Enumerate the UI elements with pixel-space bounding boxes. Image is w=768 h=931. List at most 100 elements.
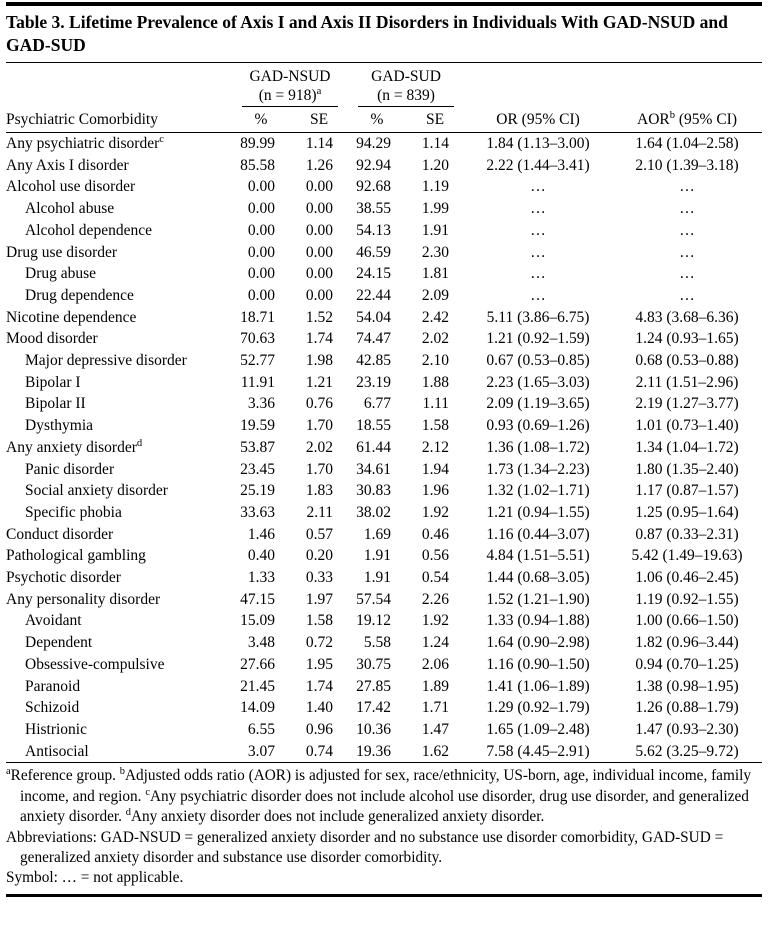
cell-ci: … <box>530 200 546 218</box>
row-label: Social anxiety disorder <box>25 482 168 500</box>
cell-value: 1.89 <box>421 677 450 695</box>
journal-table-figure: Table 3. Lifetime Prevalence of Axis I a… <box>6 2 763 897</box>
cell-value: 1.33 <box>247 569 275 587</box>
table-row: Schizoid 14.09 1.40 17.42 1.71 1.29 (0.92–1.7… <box>6 697 762 719</box>
cell-ci: 1.29 (0.92–1.79) <box>486 699 590 717</box>
cell-value: 1.47 <box>421 720 450 738</box>
footnote-sup: b <box>119 766 125 778</box>
cell-ci: 1.19 (0.92–1.55) <box>635 590 739 608</box>
cell-value: 1.98 <box>305 352 334 370</box>
table-row: Pathological gambling 0.40 0.20 1.91 0.56 4.8… <box>6 545 762 567</box>
cell-value: 10.36 <box>356 720 392 738</box>
col-header-se-sud: SE <box>406 107 465 133</box>
cell-value: 1.99 <box>421 200 450 218</box>
cell-value: 3.36 <box>247 395 275 413</box>
col-header-se-nsud: SE <box>290 107 349 133</box>
cell-value: 1.74 <box>305 330 334 348</box>
cell-ci: … <box>530 265 546 283</box>
group-label: GAD-SUD <box>371 68 441 85</box>
cell-ci: 1.41 (1.06–1.89) <box>486 677 590 695</box>
cell-ci: 1.36 (1.08–1.72) <box>486 438 590 456</box>
cell-ci: 2.23 (1.65–3.03) <box>486 373 590 391</box>
cell-value: 1.24 <box>421 634 450 652</box>
table-row: Any personality disorder 47.15 1.97 57.54 2.… <box>6 589 762 611</box>
cell-value: 1.40 <box>305 699 334 717</box>
table-row: Panic disorder 23.45 1.70 34.61 1.94 1.73 (1.… <box>6 459 762 481</box>
group-n: (n = 839) <box>377 87 435 104</box>
cell-value: 0.00 <box>305 178 334 196</box>
row-label: Alcohol abuse <box>25 200 115 218</box>
row-label: Obsessive-compulsive <box>25 655 165 673</box>
cell-value: 1.95 <box>305 655 334 673</box>
cell-ci: 2.11 (1.51–2.96) <box>635 373 739 391</box>
table-row: Drug dependence 0.00 0.00 22.44 2.09…… <box>6 285 762 307</box>
row-label: Paranoid <box>25 677 81 695</box>
table-row: Psychotic disorder 1.33 0.33 1.91 0.54 1.44 (… <box>6 567 762 589</box>
table-head: GAD-NSUD (n = 918)a GAD-SUD (n = 839) Ps… <box>6 63 763 133</box>
row-label: Avoidant <box>25 612 82 630</box>
cell-ci: 1.64 (0.90–2.98) <box>486 634 590 652</box>
table-row: Conduct disorder 1.46 0.57 1.69 0.46 1.16 (0.… <box>6 524 762 546</box>
row-label: Schizoid <box>25 699 80 717</box>
cell-value: 1.81 <box>421 265 450 283</box>
cell-value: 1.71 <box>421 699 450 717</box>
cell-ci: 2.22 (1.44–3.41) <box>486 156 590 174</box>
cell-value: 1.11 <box>422 395 450 413</box>
row-label: Bipolar I <box>25 373 81 391</box>
table-row: Bipolar I 11.91 1.21 23.19 1.88 2.23 (1.65–3.… <box>6 372 762 394</box>
cell-value: 0.33 <box>305 569 334 587</box>
cell-ci: 5.62 (3.25–9.72) <box>635 742 739 760</box>
row-label: Antisocial <box>25 742 89 760</box>
cell-value: 70.63 <box>240 330 275 348</box>
table-row: Alcohol dependence 0.00 0.00 54.13 1.91…… <box>6 220 762 242</box>
cell-value: 1.58 <box>421 417 450 435</box>
cell-ci: 1.16 (0.90–1.50) <box>486 655 590 673</box>
empty-cell <box>6 63 232 107</box>
cell-value: 25.19 <box>240 482 275 500</box>
cell-value: 0.00 <box>247 200 275 218</box>
cell-ci: 1.00 (0.66–1.50) <box>635 612 739 630</box>
cell-value: 27.85 <box>356 677 392 695</box>
cell-value: 2.10 <box>421 352 450 370</box>
cell-value: 1.14 <box>305 135 334 152</box>
cell-ci: 1.47 (0.93–2.30) <box>635 720 739 738</box>
group-header-gad-sud: GAD-SUD (n = 839) <box>348 63 464 107</box>
cell-value: 2.12 <box>421 438 450 456</box>
row-label: Drug dependence <box>25 286 134 304</box>
row-label: Any anxiety disorderd <box>6 437 143 456</box>
cell-value: 0.56 <box>421 547 450 565</box>
cell-value: 1.62 <box>421 742 450 760</box>
cell-value: 1.92 <box>421 503 450 521</box>
cell-value: 30.75 <box>356 655 392 673</box>
cell-value: 19.36 <box>356 742 392 760</box>
table-row: Dysthymia 19.59 1.70 18.55 1.58 0.93 (0.69–1.… <box>6 415 762 437</box>
table-title: Table 3. Lifetime Prevalence of Axis I a… <box>6 6 762 63</box>
cell-value: 54.13 <box>356 221 392 239</box>
cell-value: 23.19 <box>356 373 392 391</box>
cell-value: 1.96 <box>421 482 450 500</box>
empty-cell <box>612 63 762 107</box>
cell-value: 0.00 <box>247 265 275 283</box>
table-row: Any Axis I disorder 85.58 1.26 92.94 1.20 2.2… <box>6 155 762 177</box>
cell-value: 22.44 <box>356 286 392 304</box>
cell-value: 33.63 <box>240 503 275 521</box>
cell-ci: 1.32 (1.02–1.71) <box>486 482 590 500</box>
table-row: Alcohol use disorder 0.00 0.00 92.68 1.19…… <box>6 176 762 198</box>
row-label: Mood disorder <box>6 330 98 348</box>
group-header-gad-nsud: GAD-NSUD (n = 918)a <box>232 63 348 107</box>
row-label: Drug use disorder <box>6 243 118 261</box>
cell-ci: 1.06 (0.46–2.45) <box>635 569 739 587</box>
cell-value: 74.47 <box>356 330 392 348</box>
cell-value: 1.21 <box>305 373 334 391</box>
cell-value: 0.46 <box>421 525 450 543</box>
cell-ci: 1.38 (0.98–1.95) <box>635 677 739 695</box>
table-row: Alcohol abuse 0.00 0.00 38.55 1.99…… <box>6 198 762 220</box>
cell-ci: 2.09 (1.19–3.65) <box>486 395 590 413</box>
col-header-aor: AORb (95% CI) <box>612 107 763 133</box>
col-header-comorbidity: Psychiatric Comorbidity <box>6 107 232 133</box>
table-row: Dependent 3.48 0.72 5.58 1.24 1.64 (0.90–2.98… <box>6 632 762 654</box>
table-row: Paranoid 21.45 1.74 27.85 1.89 1.41 (1.06–1.8… <box>6 676 762 698</box>
cell-value: 1.58 <box>305 612 334 630</box>
cell-ci: 1.26 (0.88–1.79) <box>635 699 739 717</box>
cell-ci: 1.21 (0.94–1.55) <box>486 503 590 521</box>
